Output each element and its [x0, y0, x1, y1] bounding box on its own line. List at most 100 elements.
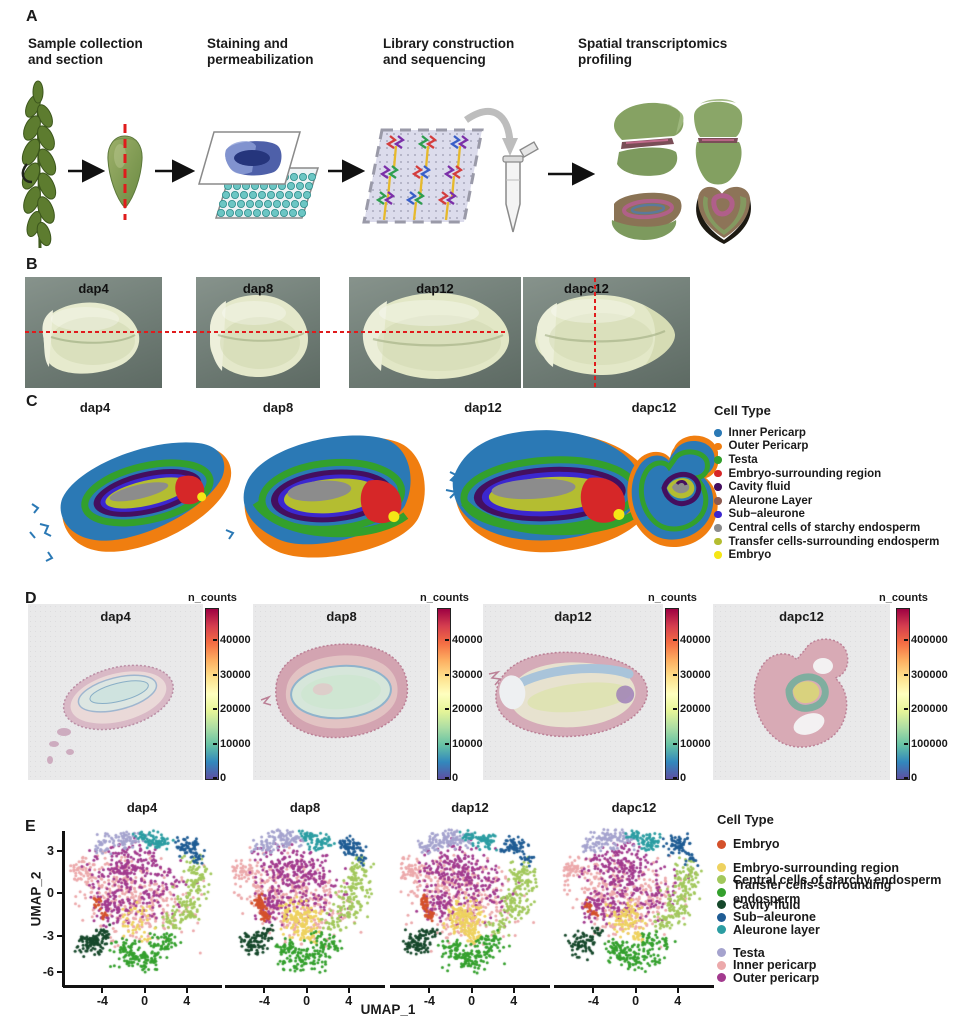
c-title-dapc12: dapc12 — [631, 400, 677, 415]
x-tick-mark — [428, 988, 431, 993]
tube-icon — [502, 141, 539, 233]
x-tick-label: 0 — [141, 994, 149, 1008]
e-title-dap12: dap12 — [451, 800, 489, 815]
legend-item-label: Central cells of starchy endosperm — [733, 872, 942, 887]
y-tick-mark — [57, 892, 62, 894]
colorbar-tick-label: 30000 — [220, 668, 251, 681]
tissue-image-dap4 — [47, 664, 174, 764]
colorbar-tick-mark — [445, 708, 449, 710]
ncounts-plot-dapc12: dapc12 n_counts 400000 300000 200000 100000… — [713, 592, 948, 784]
panel-b-label: B — [26, 256, 38, 273]
colorbar-ticks: 40000 30000 20000 10000 0 — [205, 608, 265, 784]
legend-color-dot — [714, 442, 722, 451]
legend-color-dot — [714, 551, 722, 559]
seed-model-split-top — [694, 98, 743, 185]
seed-photo-dap4: dap4 — [25, 277, 162, 388]
umap-x-axis-4 — [554, 985, 714, 988]
celltype-map-dap12 — [452, 430, 654, 553]
colorbar-tick-mark — [445, 742, 449, 745]
legend-item-label: Central cells of starchy endosperm — [728, 521, 921, 534]
x-tick-mark — [347, 988, 350, 993]
c-title-dap8: dap8 — [262, 400, 294, 415]
colorbar-tick-mark — [904, 742, 908, 745]
umap-plot-dapc12 — [556, 826, 712, 980]
celltype-map-dapc12 — [627, 435, 718, 548]
colorbar-tick-label: 20000 — [680, 703, 711, 715]
tissue-image-dap8 — [260, 643, 409, 739]
colorbar-tick-mark — [445, 673, 449, 676]
x-tick-mark — [263, 988, 266, 993]
plot-title: dap8 — [326, 609, 357, 624]
legend-color-dot — [717, 948, 726, 958]
colorbar-tick-label: 0 — [680, 772, 687, 784]
legend-groups: Embryo Embryo-surrounding region Central c… — [717, 837, 960, 985]
legend-item: Testa — [714, 453, 960, 467]
legend-item: Cavity fluid — [714, 480, 960, 494]
legend-item-label: Outer Pericarp — [728, 440, 809, 453]
legend-color-dot — [714, 429, 722, 437]
colorbar — [205, 608, 219, 780]
y-tick-label: 3 — [47, 844, 54, 858]
colorbar-tick-mark — [445, 777, 449, 779]
legend-color-dot — [717, 973, 726, 983]
colorbar — [665, 608, 679, 780]
colorbar-tick-mark — [213, 673, 217, 676]
wheat-spike-icon — [21, 80, 57, 249]
legend-item: Testa — [717, 946, 960, 960]
legend-color-dot — [714, 483, 722, 491]
x-tick-label: -4 — [258, 994, 270, 1008]
celltype-map-dap4 — [60, 442, 232, 552]
y-tick-label: -6 — [42, 965, 54, 979]
legend-item-label: Sub−aleurone — [728, 508, 805, 521]
colorbar-tick-label: 20000 — [220, 703, 251, 715]
legend-color-dot — [714, 497, 722, 505]
legend-item: Inner Pericarp — [714, 426, 960, 440]
legend-item: Outer Pericarp — [714, 440, 960, 454]
colorbar-tick-label: 30000 — [452, 668, 483, 681]
x-tick-label: 4 — [674, 994, 682, 1008]
colorbar-label: n_counts — [420, 592, 469, 604]
colorbar-tick-mark — [904, 708, 908, 710]
step-title-sample-collection: Sample collection and section — [28, 36, 143, 68]
legend-color-dot — [717, 839, 726, 849]
colorbar-tick-label: 10000 — [220, 737, 251, 750]
x-tick-label: 0 — [303, 994, 311, 1008]
colorbar-tick-label: 30000 — [680, 668, 711, 681]
legend-color-dot — [714, 469, 722, 478]
y-tick-label: 0 — [47, 886, 54, 900]
plot-title: dap4 — [100, 609, 131, 624]
legend-item-label: Embryo-surrounding region — [733, 860, 899, 875]
legend-item-label: Transfer cells-surrounding endosperm — [728, 535, 940, 548]
legend-item-label: Testa — [728, 453, 758, 466]
staining-slides-icon — [198, 131, 320, 219]
x-tick-mark — [185, 988, 188, 993]
umap-x-axis-2 — [225, 985, 385, 988]
legend-color-dot — [717, 887, 726, 897]
celltype-legend-c: Cell Type Inner Pericarp Outer Pericarp Te… — [714, 403, 960, 562]
colorbar-ticks: 40000 30000 20000 10000 0 — [437, 608, 497, 784]
panel-d-label: D — [25, 590, 37, 607]
seed-models-icon — [611, 98, 751, 244]
plot-title: dap12 — [554, 609, 592, 624]
c-title-dap4: dap4 — [79, 400, 111, 415]
legend-item: Transfer cells-surrounding endosperm — [717, 878, 960, 906]
tissue-image-dap12 — [488, 651, 648, 738]
photo-label: dapc12 — [564, 281, 609, 296]
x-tick-mark — [470, 988, 473, 993]
colorbar-ticks: 40000 30000 20000 10000 0 — [665, 608, 725, 784]
workflow-illustration — [21, 80, 751, 249]
colorbar-label: n_counts — [648, 592, 697, 604]
seed-model-heart-face — [696, 186, 751, 244]
legend-item-label: Transfer cells-surrounding endosperm — [733, 878, 892, 907]
colorbar-tick-label: 20000 — [452, 703, 483, 715]
colorbar-label: n_counts — [879, 592, 928, 604]
legend-color-dot — [717, 875, 726, 885]
umap1-axis-label: UMAP_1 — [360, 1002, 416, 1017]
legend-item: Central cells of starchy endosperm — [714, 521, 960, 535]
e-title-dapc12: dapc12 — [611, 800, 657, 815]
seed-model-cut-face — [611, 192, 682, 240]
legend-item-label: Embryo — [733, 837, 780, 852]
x-tick-label: 0 — [632, 994, 640, 1008]
colorbar-tick-label: 0 — [220, 772, 227, 784]
y-tick-mark — [57, 971, 62, 973]
